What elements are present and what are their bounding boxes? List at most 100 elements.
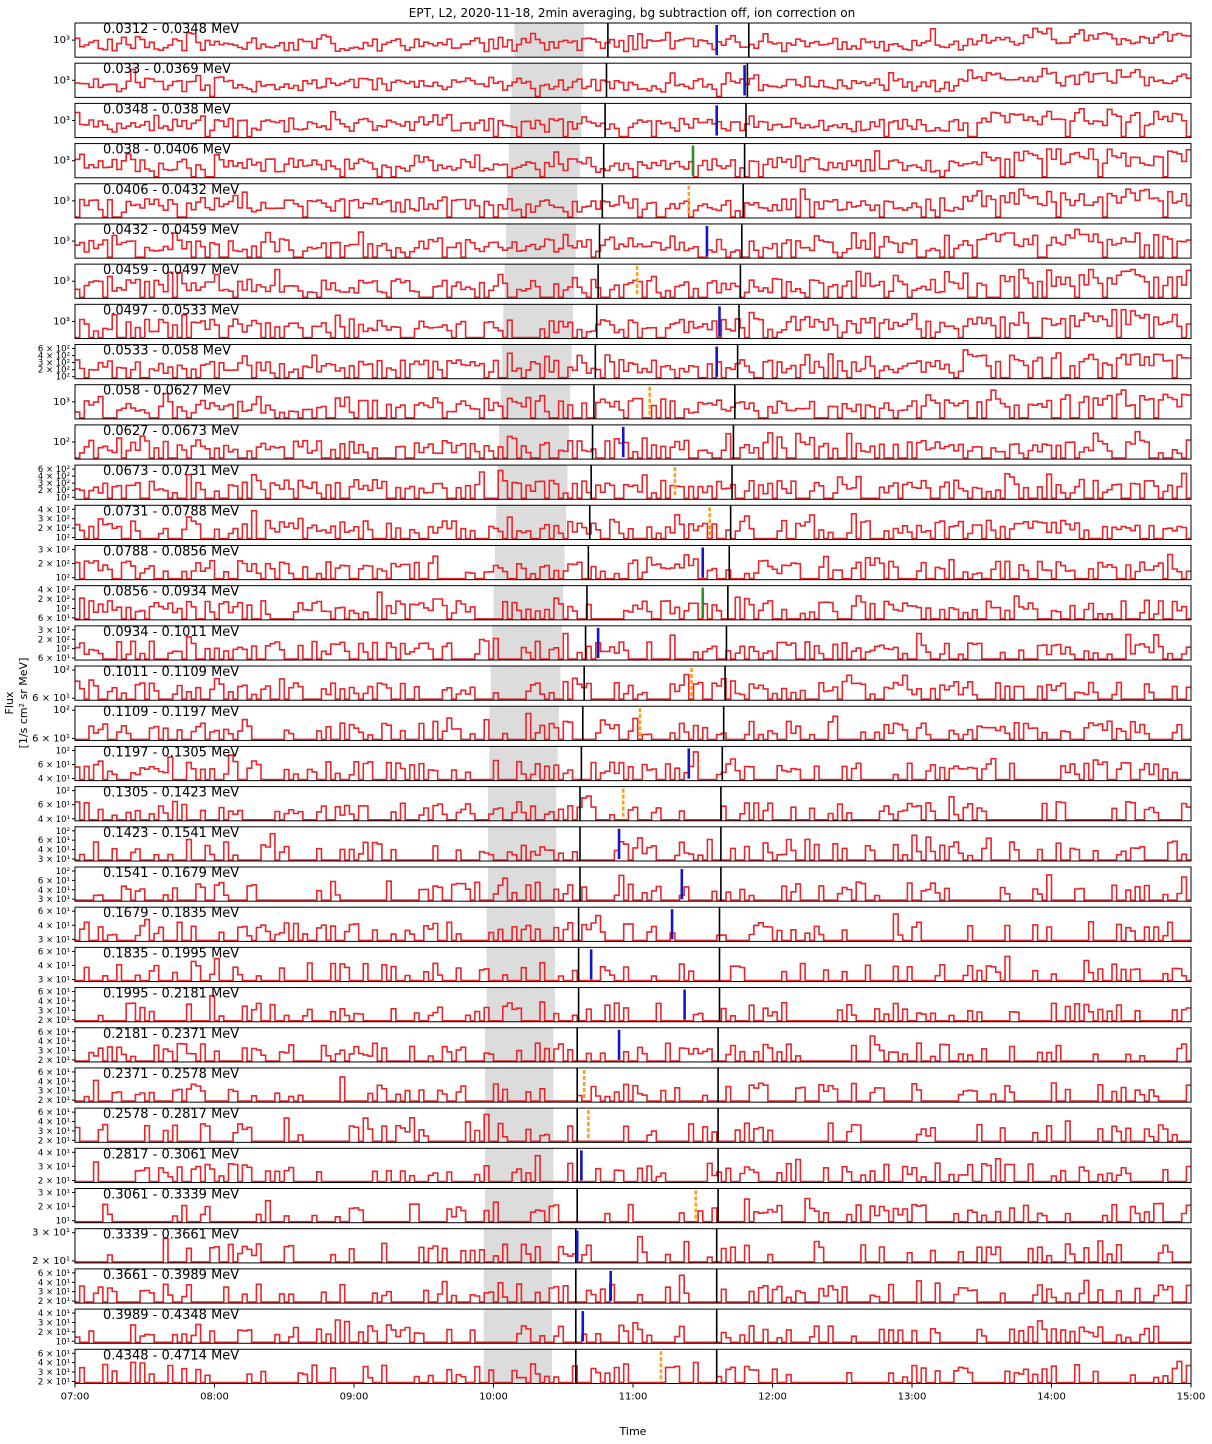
y-tick-label: 3 × 10¹ [38, 976, 70, 986]
y-tick-label: 6 × 10¹ [38, 1108, 70, 1118]
shaded-interval [493, 585, 564, 620]
y-tick-label: 6 × 10¹ [38, 988, 70, 998]
panel-frame [74, 946, 1192, 983]
y-tick-label: 2 × 10¹ [38, 1297, 70, 1307]
y-tick-label: 6 × 10¹ [38, 876, 70, 886]
energy-channel-label: 0.4348 - 0.4714 MeV [103, 1348, 239, 1363]
y-tick-label: 10² [53, 437, 70, 448]
y-tick-label: 6 × 10¹ [38, 1068, 70, 1078]
panel-frame [74, 786, 1192, 822]
energy-channel-label: 0.0533 - 0.058 MeV [103, 344, 231, 359]
flux-trace [75, 389, 1191, 419]
energy-channel-label: 0.0406 - 0.0432 MeV [103, 183, 239, 198]
flux-trace [75, 795, 1191, 821]
flux-trace [75, 27, 1191, 53]
flux-trace [75, 955, 1191, 982]
x-tick-label: 14:00 [1037, 1391, 1066, 1402]
y-tick-label: 4 × 10¹ [38, 997, 70, 1007]
y-tick-label: 10² [56, 867, 70, 877]
y-tick-label: 6 × 10¹ [38, 654, 70, 664]
y-tick-label: 3 × 10¹ [38, 1318, 70, 1328]
energy-channel-label: 0.2578 - 0.2817 MeV [103, 1107, 239, 1122]
panel-frame [74, 1348, 1192, 1384]
y-tick-label: 10² [56, 493, 70, 503]
flux-trace [75, 673, 1191, 701]
flux-trace [75, 268, 1191, 299]
shaded-interval [485, 1188, 554, 1223]
y-tick-label: 10³ [53, 316, 70, 327]
energy-panel: 0.0497 - 0.0533 MeV 10³ [53, 303, 1192, 340]
y-tick-label: 6 × 10¹ [38, 907, 70, 917]
flux-trace [75, 553, 1191, 580]
y-tick-label: 3 × 10¹ [38, 1047, 70, 1057]
energy-panel: 0.0348 - 0.038 MeV 10³ [53, 102, 1192, 139]
flux-trace [75, 188, 1191, 218]
energy-channel-label: 0.0673 - 0.0731 MeV [103, 464, 239, 479]
energy-panel: 0.3339 - 0.3661 MeV 3 × 10¹ 2 × 10¹ [32, 1228, 1192, 1267]
chart-title: EPT, L2, 2020-11-18, 2min averaging, bg … [409, 6, 855, 20]
y-tick-label: 2 × 10² [38, 595, 70, 605]
panel-frame [74, 344, 1192, 380]
panel-frame [74, 625, 1192, 661]
y-tick-label: 2 × 10¹ [38, 1136, 70, 1146]
energy-panel: 0.0459 - 0.0497 MeV 10³ [53, 263, 1192, 299]
x-tick-label: 08:00 [200, 1391, 229, 1402]
x-axis: 07:00 08:00 09:00 10:00 11:00 12:00 13:00 14:00… [61, 1383, 1206, 1402]
panel-frame [74, 544, 1192, 581]
y-tick-label: 2 × 10¹ [38, 1056, 70, 1066]
y-axis-label-flux: Flux [3, 691, 16, 714]
x-tick-label: 15:00 [1177, 1391, 1206, 1402]
shaded-interval [485, 1027, 554, 1062]
energy-panel: 0.058 - 0.0627 MeV 10³ [53, 384, 1192, 420]
y-tick-label: 4 × 10¹ [38, 1278, 70, 1288]
x-tick-label: 11:00 [619, 1391, 648, 1402]
y-tick-label: 6 × 10¹ [38, 947, 70, 957]
y-tick-label: 6 × 10¹ [38, 1028, 70, 1038]
energy-channel-label: 0.033 - 0.0369 MeV [103, 62, 231, 77]
energy-panel: 0.3061 - 0.3339 MeV 3 × 10¹ 2 × 10¹ 10¹ [38, 1188, 1192, 1227]
y-tick-label: 3 × 10¹ [38, 1162, 70, 1172]
energy-channel-label: 0.0627 - 0.0673 MeV [103, 424, 239, 439]
y-tick-label: 3 × 10¹ [38, 1189, 70, 1199]
y-tick-label: 2 × 10¹ [38, 1177, 70, 1187]
shaded-interval [511, 63, 583, 98]
y-tick-label: 6 × 10² [38, 465, 70, 475]
y-tick-label: 10² [56, 787, 70, 797]
shaded-interval [494, 545, 565, 580]
flux-trace [75, 469, 1191, 500]
y-tick-label: 10² [56, 645, 70, 655]
energy-panel: 0.1197 - 0.1305 MeV 10² 6 × 10¹ 4 × 10¹ [38, 745, 1192, 785]
panel-frame [74, 1308, 1192, 1344]
flux-trace [75, 874, 1191, 902]
energy-panel: 0.038 - 0.0406 MeV 10³ [53, 143, 1192, 179]
energy-panel: 0.0627 - 0.0673 MeV 10² [53, 424, 1192, 460]
y-tick-label: 10² [56, 746, 70, 756]
y-tick-label: 2 × 10¹ [38, 1328, 70, 1338]
energy-channel-label: 0.0459 - 0.0497 MeV [103, 263, 239, 278]
y-tick-label: 6 × 10¹ [32, 733, 70, 744]
y-tick-label: 4 × 10¹ [38, 886, 70, 896]
y-tick-label: 6 × 10¹ [38, 836, 70, 846]
y-tick-label: 3 × 10¹ [38, 855, 70, 865]
y-tick-label: 3 × 10¹ [38, 1288, 70, 1298]
flux-trace [75, 1035, 1191, 1062]
y-tick-label: 4 × 10¹ [38, 1309, 70, 1319]
y-tick-label: 4 × 10¹ [38, 1118, 70, 1128]
y-tick-label: 3 × 10¹ [38, 935, 70, 945]
y-tick-label: 10² [56, 604, 70, 614]
panel-frame [74, 585, 1192, 621]
panel-frame [74, 1147, 1192, 1184]
energy-channel-label: 0.2181 - 0.2371 MeV [103, 1027, 239, 1042]
y-tick-label: 3 × 10² [38, 626, 70, 636]
flux-trace [75, 1274, 1191, 1303]
shaded-interval [506, 223, 576, 259]
y-tick-label: 4 × 10¹ [38, 961, 70, 971]
panel-frame [74, 745, 1192, 782]
y-tick-label: 2 × 10² [38, 560, 70, 570]
y-tick-label: 4 × 10¹ [38, 846, 70, 856]
